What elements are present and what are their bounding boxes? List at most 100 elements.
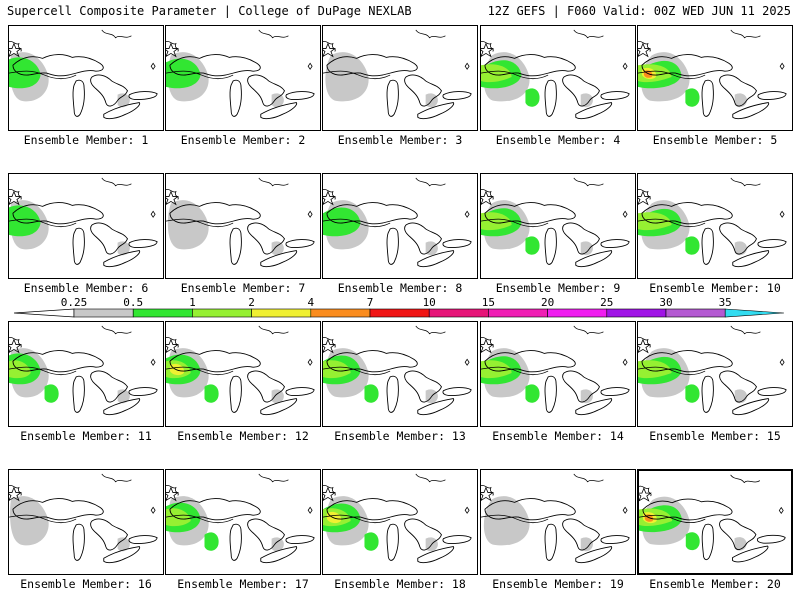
ensemble-map-panel[interactable] bbox=[165, 321, 321, 427]
lake-outline bbox=[641, 54, 733, 77]
lake-outline bbox=[247, 222, 285, 255]
lake-outline bbox=[260, 398, 298, 416]
diamond-marker-icon bbox=[150, 358, 156, 366]
legend-tick-label: 30 bbox=[659, 296, 672, 309]
star-marker-icon bbox=[481, 42, 495, 58]
ensemble-map-panel[interactable] bbox=[637, 469, 793, 575]
coastline bbox=[9, 218, 77, 228]
ensemble-member-label: Ensemble Member: 9 bbox=[495, 281, 621, 295]
great-lakes-map bbox=[481, 325, 630, 416]
lake-outline bbox=[285, 387, 315, 397]
diamond-marker-icon bbox=[464, 210, 470, 218]
coastline bbox=[415, 29, 446, 39]
legend-tick-label: 0.5 bbox=[123, 296, 143, 309]
coastline bbox=[166, 484, 179, 496]
ensemble-member-label: Ensemble Member: 14 bbox=[492, 429, 624, 443]
great-lakes-map bbox=[481, 473, 630, 564]
lake-outline bbox=[260, 546, 298, 564]
ensemble-map-panel[interactable] bbox=[637, 25, 793, 131]
lake-outline bbox=[719, 74, 757, 107]
ensemble-map-panel[interactable] bbox=[637, 321, 793, 427]
diamond-marker-icon bbox=[307, 506, 313, 514]
ensemble-map-panel[interactable] bbox=[165, 469, 321, 575]
diamond-marker-icon bbox=[464, 506, 470, 514]
coastline bbox=[101, 177, 132, 187]
coastline bbox=[638, 366, 706, 376]
ensemble-map-panel[interactable] bbox=[322, 25, 478, 131]
scp-contour-fill bbox=[166, 58, 201, 89]
coastline bbox=[258, 177, 289, 187]
ensemble-map-panel[interactable] bbox=[8, 25, 164, 131]
ensemble-map-panel[interactable] bbox=[165, 173, 321, 279]
coastline bbox=[323, 40, 336, 52]
lake-outline bbox=[12, 54, 104, 77]
ensemble-member-label: Ensemble Member: 18 bbox=[334, 577, 466, 591]
legend-swatch bbox=[369, 308, 430, 318]
scp-contour-fill bbox=[271, 93, 284, 108]
coastline bbox=[730, 474, 761, 484]
lake-outline bbox=[544, 523, 557, 561]
ensemble-map-panel[interactable] bbox=[8, 469, 164, 575]
coastline bbox=[638, 188, 651, 200]
ensemble-map-panel[interactable] bbox=[480, 173, 636, 279]
ensemble-map-panel[interactable] bbox=[480, 321, 636, 427]
ensemble-map-panel[interactable] bbox=[322, 469, 478, 575]
lake-outline bbox=[260, 250, 298, 268]
legend-tick-label: 7 bbox=[367, 296, 374, 309]
lake-outline bbox=[404, 222, 442, 255]
legend-tick-label: 4 bbox=[307, 296, 314, 309]
lake-outline bbox=[169, 202, 261, 225]
lake-outline bbox=[103, 398, 141, 416]
diamond-marker-icon bbox=[307, 62, 313, 70]
lake-outline bbox=[12, 350, 104, 373]
ensemble-member-label: Ensemble Member: 6 bbox=[23, 281, 149, 295]
star-marker-icon bbox=[638, 190, 652, 206]
ensemble-member-label: Ensemble Member: 5 bbox=[652, 133, 778, 147]
lake-outline bbox=[442, 239, 472, 249]
lake-outline bbox=[562, 518, 600, 551]
legend-tick-label: 25 bbox=[600, 296, 613, 309]
diamond-marker-icon bbox=[779, 210, 785, 218]
diamond-marker-icon bbox=[150, 210, 156, 218]
lake-outline bbox=[757, 387, 787, 397]
star-marker-icon bbox=[639, 487, 652, 502]
coastline bbox=[9, 366, 77, 376]
lake-outline bbox=[701, 79, 714, 117]
ensemble-map-panel[interactable] bbox=[637, 173, 793, 279]
lake-outline bbox=[72, 227, 85, 265]
ensemble-map-panel[interactable] bbox=[165, 25, 321, 131]
star-marker-icon bbox=[323, 486, 337, 502]
ensemble-map-panel[interactable] bbox=[8, 321, 164, 427]
coastline bbox=[9, 336, 22, 348]
great-lakes-map bbox=[9, 29, 158, 120]
lake-outline bbox=[417, 398, 455, 416]
lake-outline bbox=[575, 250, 613, 268]
lake-outline bbox=[719, 370, 757, 403]
coastline bbox=[166, 188, 179, 200]
star-marker-icon bbox=[323, 338, 337, 354]
scp-contour-fill bbox=[9, 360, 31, 379]
lake-outline bbox=[128, 91, 158, 101]
scp-contour-fill bbox=[323, 360, 351, 379]
lake-outline bbox=[701, 523, 714, 561]
ensemble-map-panel[interactable] bbox=[8, 173, 164, 279]
lake-outline bbox=[732, 250, 770, 268]
ensemble-member-label: Ensemble Member: 12 bbox=[177, 429, 309, 443]
legend-left-arrow bbox=[14, 308, 75, 318]
ensemble-member-label: Ensemble Member: 7 bbox=[180, 281, 306, 295]
star-marker-icon bbox=[9, 338, 23, 354]
diamond-marker-icon bbox=[622, 62, 628, 70]
ensemble-map-panel[interactable] bbox=[480, 469, 636, 575]
legend-swatch bbox=[428, 308, 489, 318]
coastline bbox=[730, 177, 761, 187]
ensemble-map-panel[interactable] bbox=[322, 321, 478, 427]
star-marker-icon bbox=[166, 190, 180, 206]
coastline bbox=[101, 473, 132, 483]
ensemble-map-panel[interactable] bbox=[480, 25, 636, 131]
ensemble-map-panel[interactable] bbox=[322, 173, 478, 279]
scp-contour-fill bbox=[525, 236, 540, 255]
coastline bbox=[323, 218, 391, 228]
coastline bbox=[258, 325, 289, 335]
coastline bbox=[481, 484, 494, 496]
diamond-marker-icon bbox=[779, 62, 785, 70]
